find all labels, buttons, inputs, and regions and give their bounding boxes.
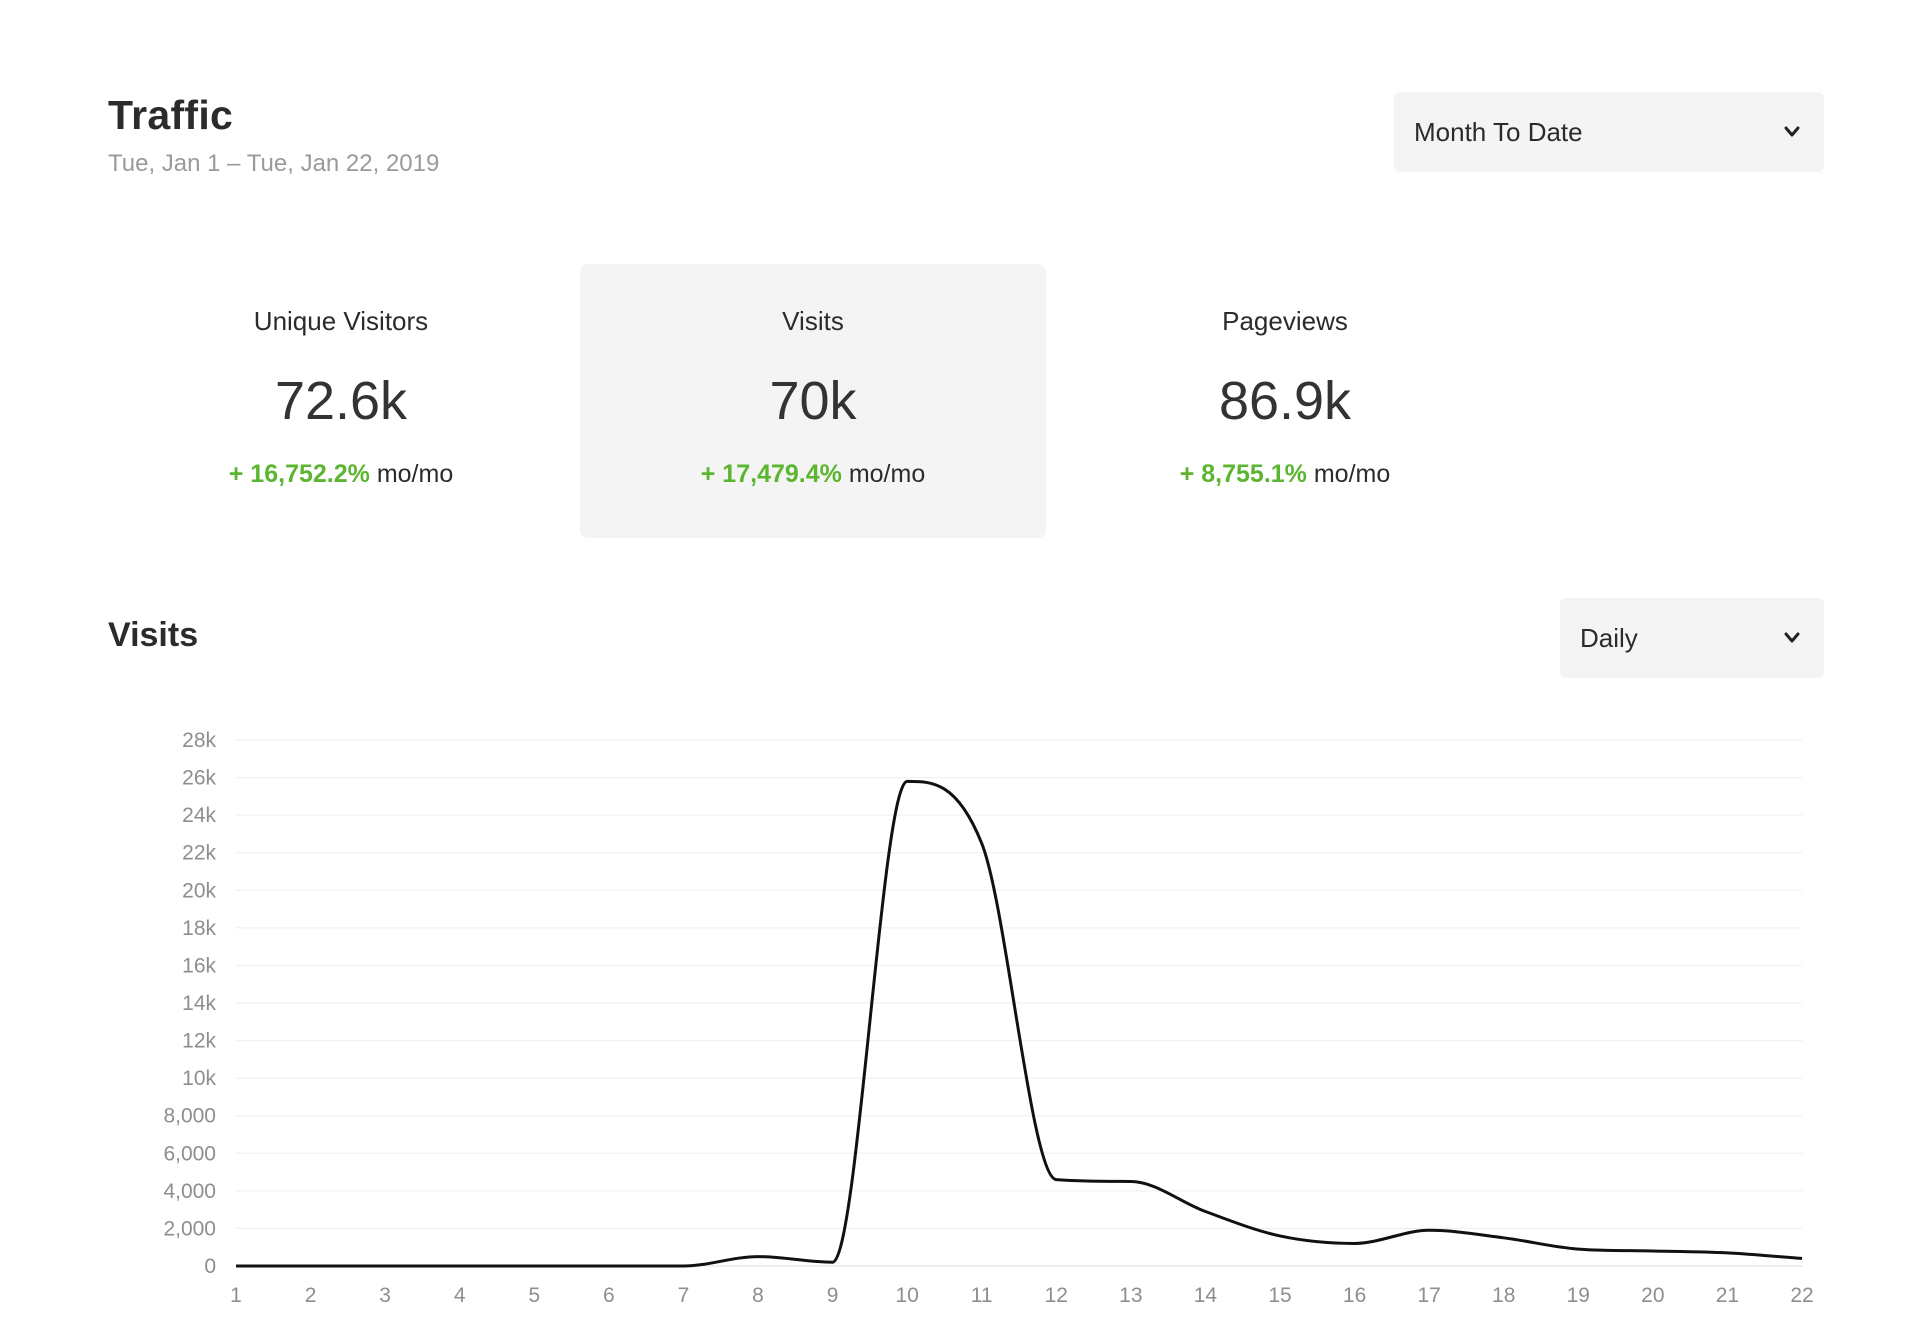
y-tick-label: 6,000: [163, 1142, 216, 1165]
y-tick-label: 22k: [182, 842, 216, 865]
stat-change: + 17,479.4% mo/mo: [580, 460, 1046, 489]
data-point[interactable]: [901, 775, 913, 787]
y-tick-label: 14k: [182, 992, 216, 1015]
x-tick-label: 2: [305, 1284, 317, 1307]
x-tick-label: 12: [1045, 1284, 1068, 1307]
x-tick-label: 8: [752, 1284, 764, 1307]
stat-card-visits[interactable]: Visits 70k + 17,479.4% mo/mo: [580, 264, 1046, 538]
x-tick-label: 6: [603, 1284, 615, 1307]
stat-card-unique-visitors[interactable]: Unique Visitors 72.6k + 16,752.2% mo/mo: [108, 264, 574, 538]
x-tick-label: 11: [971, 1284, 993, 1307]
x-axis: 12345678910111213141516171819202122Jan: [230, 1284, 1814, 1307]
data-point[interactable]: [1647, 1245, 1659, 1257]
x-tick-label: 22: [1790, 1284, 1813, 1307]
chart-grid: [236, 739, 1802, 1267]
x-tick-label: 9: [827, 1284, 839, 1307]
y-tick-label: 12k: [182, 1030, 216, 1053]
data-point[interactable]: [677, 1260, 689, 1272]
chevron-down-icon: [1784, 632, 1800, 643]
chevron-down-icon: [1784, 126, 1800, 137]
x-tick-label: 5: [528, 1284, 540, 1307]
y-tick-label: 28k: [182, 729, 216, 752]
stat-value: 70k: [769, 371, 857, 431]
y-tick-label: 16k: [182, 954, 216, 977]
x-tick-label: 19: [1567, 1284, 1590, 1307]
data-point[interactable]: [454, 1260, 466, 1272]
data-point[interactable]: [1498, 1232, 1510, 1244]
stat-change-percent: + 8,755.1%: [1179, 460, 1307, 488]
y-tick-label: 18k: [182, 917, 216, 940]
stat-change-suffix: mo/mo: [1313, 460, 1391, 488]
data-point[interactable]: [1796, 1252, 1808, 1264]
y-tick-label: 2,000: [163, 1217, 216, 1240]
date-range: Tue, Jan 1 – Tue, Jan 22, 2019: [108, 150, 440, 177]
x-tick-label: 16: [1343, 1284, 1366, 1307]
y-tick-label: 8,000: [163, 1105, 216, 1128]
stat-change-percent: + 17,479.4%: [700, 460, 842, 488]
x-tick-label: 13: [1119, 1284, 1142, 1307]
data-point[interactable]: [379, 1260, 391, 1272]
stat-change: + 8,755.1% mo/mo: [1052, 460, 1518, 489]
y-tick-label: 0: [204, 1255, 216, 1278]
visits-line-chart: 0 2,000 4,000 6,000 8,000 10k 12k 14k 16k 18k 20k 2…: [163, 729, 1814, 1307]
x-tick-label: 21: [1716, 1284, 1739, 1307]
data-point[interactable]: [1349, 1237, 1361, 1249]
stat-value: 72.6k: [274, 371, 408, 431]
x-tick-label: 7: [678, 1284, 690, 1307]
page-title: Traffic: [108, 92, 234, 138]
x-tick-label: 4: [454, 1284, 466, 1307]
stat-change-suffix: mo/mo: [376, 460, 454, 488]
data-point[interactable]: [1572, 1243, 1584, 1255]
data-point[interactable]: [752, 1251, 764, 1263]
y-tick-label: 26k: [182, 767, 216, 790]
y-tick-label: 10k: [182, 1067, 216, 1090]
stat-change-suffix: mo/mo: [848, 460, 926, 488]
x-tick-label: 1: [230, 1284, 242, 1307]
data-point[interactable]: [1721, 1247, 1733, 1259]
x-tick-label: 14: [1194, 1284, 1218, 1307]
x-tick-label: 3: [379, 1284, 391, 1307]
y-tick-label: 24k: [182, 804, 216, 827]
data-point[interactable]: [230, 1260, 242, 1272]
stat-label: Unique Visitors: [253, 306, 429, 336]
data-point[interactable]: [305, 1260, 317, 1272]
stat-card-pageviews[interactable]: Pageviews 86.9k + 8,755.1% mo/mo: [1052, 264, 1518, 538]
data-point[interactable]: [528, 1260, 540, 1272]
data-point[interactable]: [1125, 1175, 1137, 1187]
data-point[interactable]: [1423, 1224, 1435, 1236]
series-line: [235, 779, 1803, 1268]
stat-label: Pageviews: [1222, 306, 1348, 336]
stat-change-percent: + 16,752.2%: [228, 460, 370, 488]
stat-value: 86.9k: [1218, 371, 1352, 431]
x-tick-label: 15: [1268, 1284, 1291, 1307]
stat-change: + 16,752.2% mo/mo: [108, 460, 574, 489]
interval-select[interactable]: Daily: [1560, 598, 1824, 678]
data-point[interactable]: [1199, 1206, 1211, 1218]
date-range-select-value: Month To Date: [1414, 116, 1583, 147]
y-tick-label: 4,000: [163, 1180, 216, 1203]
y-tick-label: 20k: [182, 879, 216, 902]
stat-label: Visits: [782, 306, 844, 336]
x-tick-label: 20: [1641, 1284, 1664, 1307]
data-point[interactable]: [827, 1256, 839, 1268]
x-tick-label: 17: [1417, 1284, 1440, 1307]
data-point[interactable]: [976, 837, 988, 849]
data-point[interactable]: [1274, 1230, 1286, 1242]
data-point[interactable]: [1050, 1174, 1062, 1186]
x-tick-label: 10: [895, 1284, 918, 1307]
y-axis: 0 2,000 4,000 6,000 8,000 10k 12k 14k 16k 18k 20k 2…: [163, 729, 216, 1278]
date-range-select[interactable]: Month To Date: [1394, 92, 1824, 172]
x-tick-label: 18: [1492, 1284, 1515, 1307]
interval-select-value: Daily: [1580, 622, 1638, 653]
data-point[interactable]: [603, 1260, 615, 1272]
section-title: Visits: [108, 616, 199, 654]
data-points: [230, 775, 1808, 1272]
